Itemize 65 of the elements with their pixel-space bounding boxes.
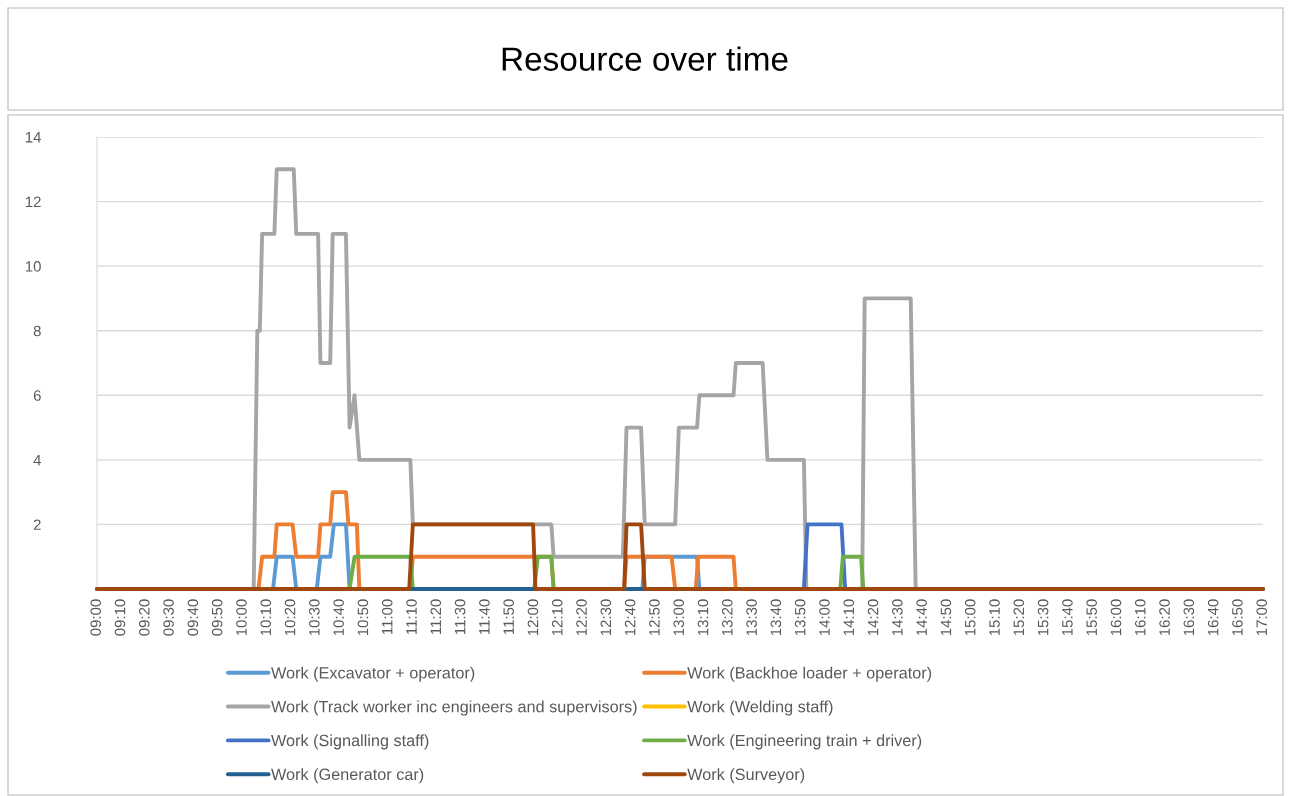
x-tick-label: 13:00	[673, 599, 685, 636]
x-tick-label: 11:40	[479, 599, 490, 635]
x-tick-label: 10:00	[236, 599, 247, 636]
x-tick-label: 11:10	[406, 599, 417, 635]
x-tick-label: 15:50	[1086, 599, 1097, 636]
y-tick-label: 6	[33, 390, 41, 401]
x-tick-label: 10:50	[357, 599, 369, 636]
y-tick-label: 10	[25, 261, 41, 272]
x-tick-label: 14:50	[940, 599, 952, 636]
x-tick-label: 15:30	[1037, 599, 1049, 636]
x-tick-label: 12:10	[551, 599, 563, 636]
legend-label: Work (Signalling staff)	[271, 734, 429, 750]
x-tick-label: 16:00	[1110, 599, 1122, 636]
x-tick-label: 10:20	[284, 599, 296, 636]
legend-label: Work (Welding staff)	[687, 700, 833, 716]
x-tick-label: 10:40	[333, 599, 344, 636]
x-tick-label: 09:10	[114, 599, 126, 636]
x-tick-label: 09:50	[211, 599, 223, 636]
legend-label: Work (Excavator + operator)	[271, 666, 475, 682]
legend-label: Work (Track worker inc engineers and supervisors)	[271, 700, 637, 716]
x-tick-label: 10:30	[309, 599, 320, 636]
x-tick-label: 10:10	[260, 599, 272, 636]
y-tick-label: 4	[33, 454, 42, 466]
x-tick-label: 13:50	[794, 599, 806, 636]
x-tick-label: 14:40	[916, 599, 927, 636]
legend-label: Work (Engineering train + driver)	[687, 734, 922, 750]
x-tick-label: 14:00	[819, 599, 830, 636]
y-tick-label: 2	[33, 519, 41, 530]
x-tick-label: 12:00	[527, 599, 539, 636]
x-tick-label: 16:50	[1232, 599, 1243, 636]
x-tick-label: 11:50	[503, 599, 514, 635]
x-tick-label: 13:10	[697, 599, 709, 636]
x-tick-label: 15:20	[1013, 599, 1025, 636]
x-tick-label: 11:00	[381, 599, 393, 635]
y-tick-label: 8	[33, 325, 41, 337]
x-tick-label: 12:50	[649, 599, 660, 636]
x-tick-label: 13:20	[721, 599, 733, 636]
x-tick-label: 17:00	[1256, 599, 1268, 636]
legend-label: Work (Backhoe loader + operator)	[687, 666, 932, 682]
legend-label: Work (Surveyor)	[687, 768, 805, 784]
x-tick-label: 13:30	[746, 599, 757, 636]
x-tick-label: 13:40	[770, 599, 782, 636]
x-tick-label: 12:20	[576, 599, 587, 636]
y-tick-label: 12	[25, 196, 41, 208]
x-tick-label: 16:40	[1207, 599, 1219, 636]
x-tick-label: 15:10	[989, 599, 1000, 636]
x-tick-label: 15:00	[964, 599, 976, 636]
x-tick-label: 16:30	[1183, 599, 1195, 636]
x-tick-label: 16:20	[1159, 599, 1170, 636]
x-tick-label: 11:30	[454, 599, 466, 635]
x-tick-label: 09:30	[163, 599, 174, 636]
legend-label: Work (Generator car)	[271, 768, 424, 784]
x-tick-label: 12:40	[624, 599, 636, 636]
x-tick-label: 16:10	[1134, 599, 1146, 636]
x-tick-label: 11:20	[430, 599, 442, 635]
x-tick-label: 12:30	[600, 599, 612, 636]
x-tick-label: 09:00	[90, 599, 102, 636]
x-tick-label: 15:40	[1062, 599, 1073, 636]
x-tick-label: 14:10	[843, 599, 855, 636]
x-tick-label: 14:20	[867, 599, 879, 636]
y-tick-label: 14	[25, 132, 42, 143]
x-tick-label: 09:20	[138, 599, 150, 636]
x-tick-label: 09:40	[187, 599, 199, 636]
x-tick-label: 14:30	[892, 599, 903, 636]
chart-title: Resource over time	[502, 46, 788, 71]
